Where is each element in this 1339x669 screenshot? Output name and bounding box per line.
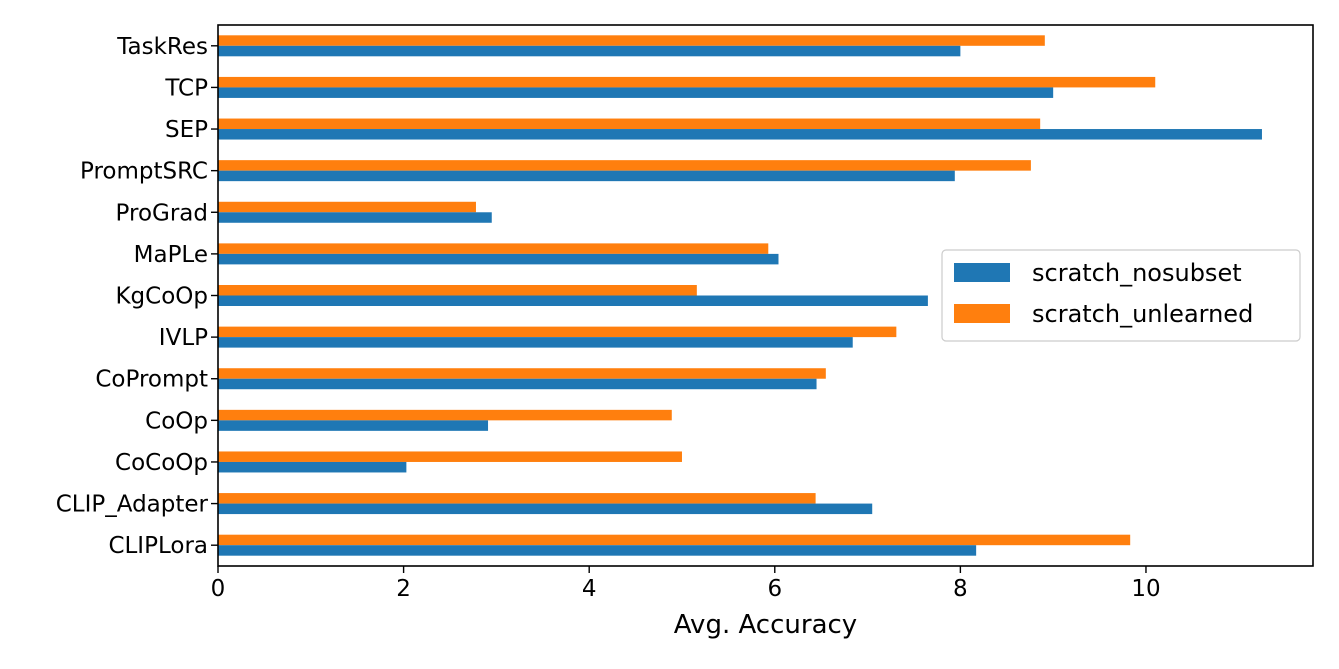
bar-scratch_unlearned-MaPLe [218,243,769,254]
y-axis: CLIPLora CLIP_Adapter CoCoOp CoOp CoPrompt IV… [56,34,218,559]
y-tick-label: SEP [165,117,208,143]
x-tick-label: 2 [396,576,411,602]
y-tick-label: PromptSRC [80,159,208,185]
x-tick-label: 0 [211,576,226,602]
x-tick-label: 6 [767,576,782,602]
legend-label-scratch_nosubset: scratch_nosubset [1032,259,1242,287]
x-axis: 0 2 4 6 8 10 [211,566,1161,602]
x-tick-label: 4 [582,576,597,602]
bar-scratch_unlearned-IVLP [218,326,897,338]
legend-label-scratch_unlearned: scratch_unlearned [1032,300,1253,328]
legend-box [941,249,1301,342]
bar-scratch_unlearned-CoOp [218,409,672,421]
bar-scratch_unlearned-CoCoOp [218,451,682,462]
bar-scratch_nosubset-MaPLe [218,253,779,265]
bar-scratch_nosubset-CoOp [218,420,489,431]
y-tick-label: CoOp [145,408,208,434]
bar-scratch_nosubset-SEP [218,129,1262,140]
bar-scratch_nosubset-CLIPLora [218,545,977,556]
bar-scratch_unlearned-PromptSRC [218,160,1031,171]
bar-scratch_unlearned-CLIPLora [218,534,1131,546]
y-tick-label: MaPLe [134,242,208,268]
bar-scratch_nosubset-ProGrad [218,212,492,223]
y-tick-label: CoPrompt [95,367,208,393]
bar-scratch_nosubset-PromptSRC [218,170,955,182]
bar-scratch_nosubset-TCP [218,87,1054,98]
bar-scratch_nosubset-TaskRes [218,45,961,57]
bar-scratch_nosubset-CoCoOp [218,461,407,473]
bar-scratch_unlearned-KgCoOp [218,285,697,296]
legend: scratch_nosubset scratch_unlearned [941,249,1301,342]
x-tick-label: 10 [1131,576,1160,602]
y-tick-label: TaskRes [116,34,208,60]
bar-scratch_unlearned-TCP [218,76,1156,88]
bar-scratch_unlearned-CLIP_Adapter [218,493,816,504]
y-tick-label: CoCoOp [115,450,208,476]
x-axis-label: Avg. Accuracy [674,610,857,640]
bar-scratch_nosubset-CoPrompt [218,378,817,390]
bar-scratch_unlearned-SEP [218,118,1041,130]
bar-scratch_nosubset-KgCoOp [218,295,928,306]
y-tick-label: IVLP [159,325,208,351]
bar-scratch_unlearned-CoPrompt [218,368,826,379]
y-tick-label: ProGrad [116,200,208,226]
legend-swatch-scratch_unlearned [954,304,1010,323]
y-tick-label: CLIPLora [108,533,208,559]
bar-scratch_nosubset-IVLP [218,337,853,348]
legend-swatch-scratch_nosubset [954,263,1010,282]
bar-scratch_unlearned-TaskRes [218,35,1045,46]
bars-layer [218,35,1262,556]
x-tick-label: 8 [953,576,968,602]
bar-scratch_nosubset-CLIP_Adapter [218,503,873,515]
bar-scratch_unlearned-ProGrad [218,201,476,213]
y-tick-label: TCP [164,75,208,101]
y-tick-label: KgCoOp [115,284,208,310]
y-tick-label: CLIP_Adapter [56,492,209,518]
